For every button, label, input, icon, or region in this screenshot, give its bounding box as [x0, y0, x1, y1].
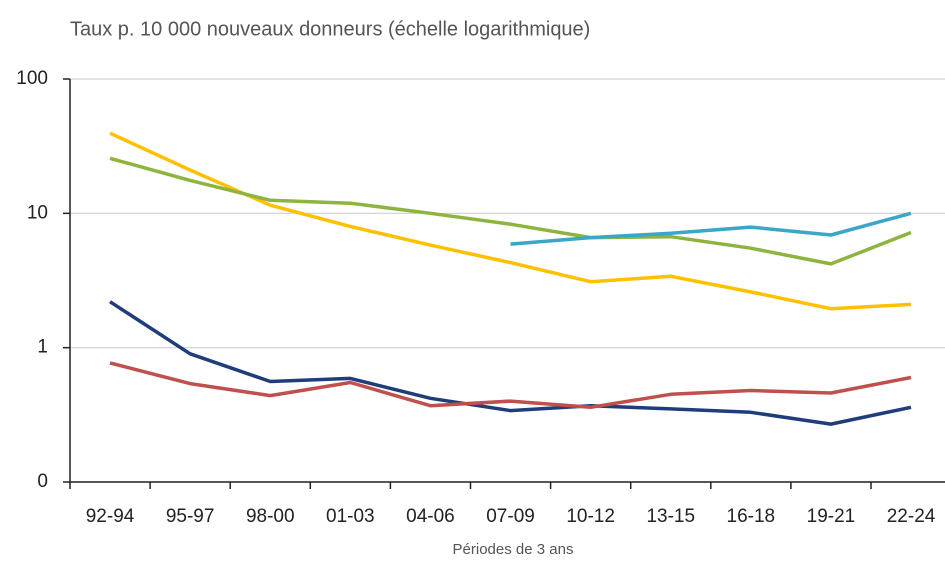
line-series	[109, 300, 912, 426]
x-tick-label: 92-94	[86, 506, 135, 527]
line-series	[510, 211, 912, 246]
line-series	[109, 131, 912, 311]
x-axis-label: Périodes de 3 ans	[453, 541, 574, 558]
x-tick-label: 13-15	[646, 506, 695, 527]
x-tick-label: 98-00	[246, 506, 295, 527]
x-tick-label: 07-09	[486, 506, 535, 527]
y-tick-label: 100	[16, 68, 48, 89]
y-tick-label: 10	[27, 202, 48, 223]
x-tick-label: 01-03	[326, 506, 375, 527]
line-series	[109, 361, 912, 410]
x-tick-label: 95-97	[166, 506, 215, 527]
x-tick-label: 22-24	[887, 506, 936, 527]
y-tick-label: 0	[37, 471, 48, 492]
chart-title: Taux p. 10 000 nouveaux donneurs (échell…	[70, 18, 590, 40]
x-tick-label: 16-18	[727, 506, 776, 527]
line-series	[109, 156, 912, 266]
x-tick-label: 19-21	[807, 506, 856, 527]
y-tick-label: 1	[37, 337, 48, 358]
x-tick-label: 10-12	[566, 506, 615, 527]
x-tick-label: 04-06	[406, 506, 455, 527]
